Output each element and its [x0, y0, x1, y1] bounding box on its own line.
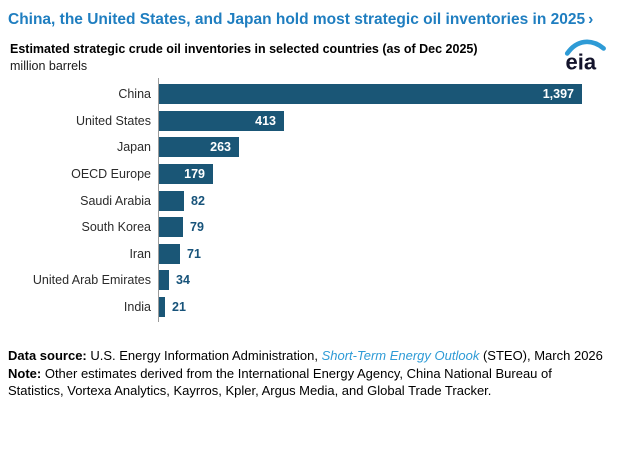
chart-row: OECD Europe 179	[8, 161, 609, 188]
bar-zone: 79	[151, 217, 609, 238]
bar-value-label: 413	[255, 113, 276, 128]
bar-zone: 413	[151, 110, 609, 131]
note-text: Other estimates derived from the Interna…	[8, 365, 552, 399]
chart-row: Saudi Arabia 82	[8, 187, 609, 214]
bar-value-label: 82	[191, 193, 205, 208]
chart-row: United Arab Emirates 34	[8, 267, 609, 294]
bar-value-label: 1,397	[542, 87, 574, 102]
data-source-text: U.S. Energy Information Administration,	[86, 348, 322, 364]
chart-unit-label: million barrels	[10, 59, 88, 73]
steo-link[interactable]: Short-Term Energy Outlook	[321, 348, 480, 364]
bar: 263	[159, 137, 239, 158]
chart-row: China 1,397	[8, 81, 609, 108]
chart-row: Japan 263	[8, 134, 609, 161]
headline-link[interactable]: China, the United States, and Japan hold…	[8, 9, 604, 30]
bar	[159, 297, 165, 318]
bar-chart: China 1,397 United States 413 Japan 263 OECD E…	[8, 77, 609, 323]
category-label: Saudi Arabia	[80, 193, 151, 208]
category-label: OECD Europe	[71, 167, 151, 182]
bar-value-label: 263	[210, 140, 231, 155]
bar	[159, 190, 184, 211]
chart-row: South Korea 79	[8, 214, 609, 241]
category-label: India	[123, 300, 151, 315]
data-source-line: Data source: U.S. Energy Information Adm…	[8, 347, 608, 365]
bar	[159, 270, 169, 291]
bar	[159, 243, 180, 264]
bar: 413	[159, 110, 284, 131]
bar-zone: 1,397	[151, 84, 609, 105]
bar-zone: 34	[151, 270, 609, 291]
note-line: Note: Other estimates derived from the I…	[8, 365, 608, 400]
bar-zone: 263	[151, 137, 609, 158]
data-source-suffix: (STEO), March 2026	[479, 348, 603, 364]
category-label: Iran	[129, 246, 151, 261]
headline-text: China, the United States, and Japan hold…	[8, 11, 586, 28]
category-label: South Korea	[81, 220, 152, 235]
note-label: Note:	[8, 365, 42, 381]
bar: 1,397	[159, 84, 582, 105]
footer: Data source: U.S. Energy Information Adm…	[8, 347, 608, 400]
bar-zone: 82	[151, 190, 609, 211]
category-label: China	[118, 87, 151, 102]
bar-value-label: 79	[190, 220, 204, 235]
data-source-label: Data source:	[8, 348, 87, 364]
bar-value-label: 34	[176, 273, 190, 288]
chart-row: India 21	[8, 294, 609, 321]
bar-value-label: 179	[184, 167, 205, 182]
category-label: Japan	[116, 140, 151, 155]
category-label: United States	[75, 113, 151, 128]
bar-value-label: 21	[172, 300, 186, 315]
chart-row: United States 413	[8, 108, 609, 135]
bar-zone: 71	[151, 243, 609, 264]
eia-logo-icon: eia	[564, 39, 606, 75]
bar-value-label: 71	[187, 246, 201, 261]
eia-logo-text: eia	[566, 50, 597, 75]
category-label: United Arab Emirates	[32, 273, 151, 288]
chart-header: Estimated strategic crude oil inventorie…	[8, 39, 609, 75]
bar-zone: 179	[151, 164, 609, 185]
bar	[159, 217, 183, 238]
chart-rows: China 1,397 United States 413 Japan 263 OECD E…	[8, 77, 609, 323]
bar-zone: 21	[151, 297, 609, 318]
headline-arrow: ›	[588, 11, 594, 28]
bar: 179	[159, 164, 213, 185]
chart-row: Iran 71	[8, 241, 609, 268]
chart-title: Estimated strategic crude oil inventorie…	[10, 42, 478, 56]
